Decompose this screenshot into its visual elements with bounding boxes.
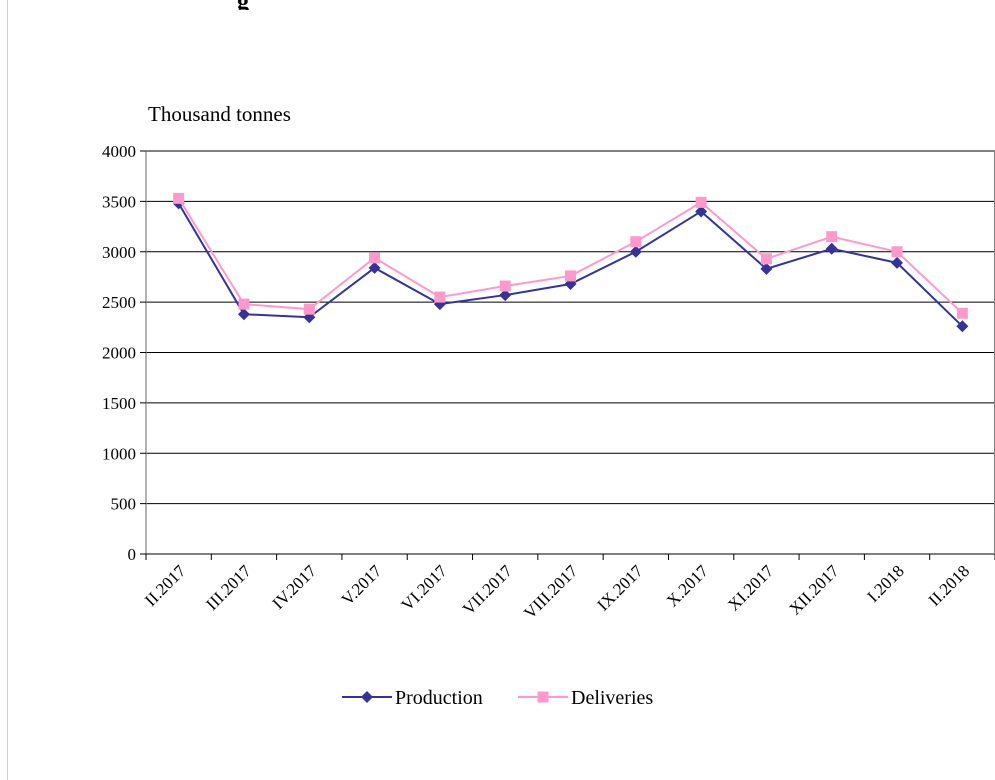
series-line: [177, 197, 964, 314]
x-tick-label: VI.2017: [398, 561, 452, 615]
x-tick-label: VIII.2017: [520, 561, 582, 623]
series-deliveries: [173, 192, 968, 319]
y-tick-label: 1000: [102, 444, 136, 463]
x-tick-label: V.2017: [338, 561, 386, 609]
gridlines: [146, 150, 995, 505]
data-point: [499, 280, 511, 292]
legend-label: Deliveries: [571, 687, 653, 709]
data-point: [434, 291, 446, 303]
data-point: [499, 289, 512, 302]
y-tick-label: 3000: [102, 243, 136, 262]
x-tick-label: IX.2017: [593, 561, 647, 615]
data-point: [956, 307, 968, 319]
data-point: [760, 262, 773, 275]
data-point: [825, 242, 838, 255]
y-tick-label: 0: [128, 545, 137, 564]
data-point: [629, 245, 642, 258]
x-tick-label: III.2017: [202, 561, 255, 614]
legend-entry-deliveries: Deliveries: [518, 687, 653, 709]
x-tick-label: I.2018: [863, 561, 907, 605]
x-tick-label: XI.2017: [724, 561, 778, 615]
y-tick-label: 1500: [102, 394, 136, 413]
data-point: [630, 236, 642, 248]
cropped-heading-fragment: g: [237, 0, 249, 14]
series-group: [172, 192, 969, 333]
legend-marker: [537, 691, 549, 703]
y-tick-label: 3500: [102, 192, 136, 211]
data-point: [238, 298, 250, 310]
unit-label: Thousand tonnes: [148, 102, 291, 126]
data-point: [695, 205, 708, 218]
x-tick-label: XII.2017: [785, 561, 843, 619]
data-point: [173, 192, 185, 204]
series-production: [172, 197, 969, 333]
x-tick-label: II.2017: [141, 561, 190, 610]
data-point: [369, 252, 381, 264]
data-point: [695, 196, 707, 208]
data-point: [891, 246, 903, 258]
x-tick-label: VII.2017: [459, 561, 517, 619]
x-tick-label: IV.2017: [268, 561, 320, 613]
data-point: [826, 231, 838, 243]
data-point: [565, 270, 576, 282]
y-axis-ticks: 0 500 1000 1500 2000 2500 3000 3500 4000: [102, 142, 146, 564]
y-tick-label: 2500: [102, 293, 136, 312]
legend-entry-production: Production: [342, 687, 483, 709]
x-tick-label: X.2017: [663, 561, 713, 611]
x-axis-ticks: II.2017 III.2017 IV.2017 V.2017 VI.2017 VII.2…: [141, 554, 995, 623]
legend-marker: [361, 691, 373, 703]
legend: Production Deliveries: [342, 687, 653, 709]
x-tick-label: II.2018: [925, 561, 973, 609]
data-point: [760, 253, 772, 265]
data-point: [237, 308, 250, 321]
data-point: [956, 320, 969, 333]
data-point: [303, 303, 315, 315]
page-left-border: [7, 0, 8, 780]
data-point: [368, 261, 381, 274]
y-tick-label: 4000: [102, 142, 136, 161]
y-tick-label: 500: [111, 495, 137, 514]
data-point: [891, 256, 904, 269]
legend-label: Production: [395, 687, 483, 709]
y-tick-label: 2000: [102, 344, 136, 363]
